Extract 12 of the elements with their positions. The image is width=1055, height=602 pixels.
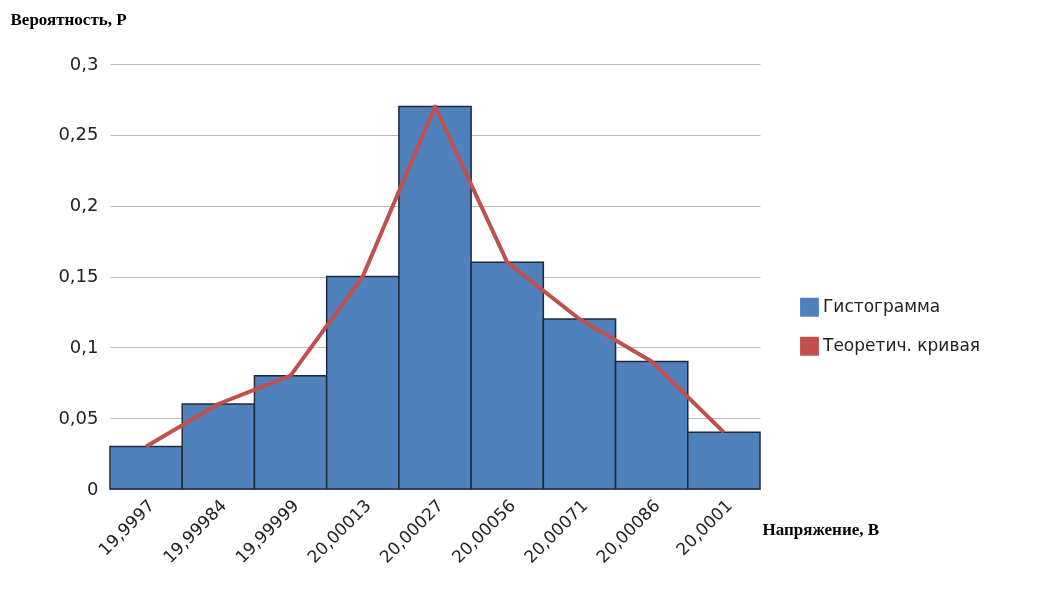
y-tick-label: 0,2 bbox=[69, 194, 99, 216]
y-tick-label: 0 bbox=[87, 477, 99, 499]
y-axis-title: Вероятность, P bbox=[10, 9, 127, 29]
line-series bbox=[144, 104, 726, 449]
y-tick-label: 0,05 bbox=[58, 406, 99, 428]
y-tick-label: 0,1 bbox=[69, 335, 99, 357]
x-axis-title: Напряжение, В bbox=[762, 519, 880, 539]
legend-label: Гистограмма bbox=[823, 296, 941, 317]
y-tick-label: 0,25 bbox=[58, 123, 99, 145]
y-tick-label: 0,15 bbox=[58, 265, 99, 286]
legend-label: Теоретич. кривая bbox=[822, 335, 981, 356]
y-tick-label: 0,3 bbox=[69, 52, 99, 74]
